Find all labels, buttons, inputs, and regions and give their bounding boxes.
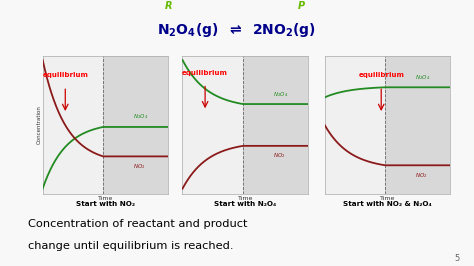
Text: 5: 5 [455, 254, 460, 263]
Text: Start with NO₂: Start with NO₂ [76, 201, 135, 207]
Text: Start with NO₂ & N₂O₄: Start with NO₂ & N₂O₄ [343, 201, 432, 207]
Text: change until equilibrium is reached.: change until equilibrium is reached. [28, 241, 234, 251]
Text: $N_2O_4$: $N_2O_4$ [273, 90, 288, 98]
Text: equilibrium: equilibrium [182, 70, 228, 76]
Text: equilibrium: equilibrium [42, 72, 88, 78]
Bar [243, 56, 308, 194]
Y-axis label: Concentration: Concentration [36, 106, 41, 144]
Text: $NO_2$: $NO_2$ [273, 151, 285, 160]
Text: $N_2O_4$: $N_2O_4$ [415, 73, 430, 82]
Bar [385, 56, 450, 194]
Text: $N_2O_4$: $N_2O_4$ [133, 113, 148, 121]
X-axis label: Time: Time [98, 196, 113, 201]
X-axis label: Time: Time [237, 196, 253, 201]
Text: Concentration of reactant and product: Concentration of reactant and product [28, 219, 248, 230]
Text: $\mathbf{N_2O_4}$$\mathbf{(g)}$  $\mathbf{\rightleftharpoons}$  $\mathbf{2NO_2(g: $\mathbf{N_2O_4}$$\mathbf{(g)}$ $\mathbf… [157, 21, 317, 39]
X-axis label: Time: Time [380, 196, 395, 201]
Text: Start with N₂O₄: Start with N₂O₄ [214, 201, 276, 207]
Text: equilibrium: equilibrium [358, 72, 404, 78]
Text: $NO_2$: $NO_2$ [133, 162, 146, 171]
Text: $NO_2$: $NO_2$ [415, 171, 428, 180]
Text: P: P [297, 1, 305, 11]
Text: R: R [164, 1, 172, 11]
Bar [103, 56, 168, 194]
